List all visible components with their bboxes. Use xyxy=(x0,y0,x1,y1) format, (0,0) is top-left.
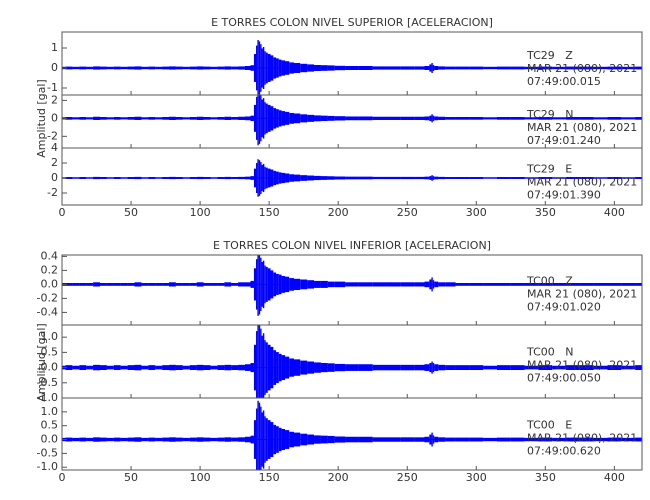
time-label: 07:49:01.390 xyxy=(527,189,601,202)
y-tick-label: 2 xyxy=(51,93,58,106)
y-tick-label: -0.5 xyxy=(37,446,58,459)
amplitude-envelope xyxy=(257,325,259,398)
date-label: MAR 21 (080), 2021 xyxy=(527,359,637,372)
y-tick-label: 2 xyxy=(51,156,58,169)
x-tick-label: 200 xyxy=(328,206,349,219)
x-tick-label: 400 xyxy=(604,471,625,484)
x-tick-label: 100 xyxy=(190,471,211,484)
x-tick-label: 200 xyxy=(328,471,349,484)
y-tick-label: 0 xyxy=(51,61,58,74)
chart-title: E TORRES COLON NIVEL INFERIOR [ACELERACI… xyxy=(213,239,491,252)
y-tick-label: -1.0 xyxy=(37,460,58,473)
y-tick-label: 0 xyxy=(51,171,58,184)
y-tick-label: 1.0 xyxy=(41,330,59,343)
y-tick-label: 0.0 xyxy=(41,361,59,374)
y-tick-label: 0.2 xyxy=(41,263,59,276)
y-tick-label: 0.0 xyxy=(41,277,59,290)
date-label: MAR 21 (080), 2021 xyxy=(527,431,637,444)
x-tick-label: 300 xyxy=(466,206,487,219)
time-label: 07:49:00.620 xyxy=(527,444,601,457)
x-tick-label: 350 xyxy=(535,471,556,484)
y-tick-label: 0 xyxy=(51,111,58,124)
station-label: TC00 Z xyxy=(526,275,573,288)
amplitude-envelope xyxy=(257,400,259,470)
x-tick-label: 50 xyxy=(124,471,138,484)
time-label: 07:49:01.020 xyxy=(527,301,601,314)
x-tick-label: 100 xyxy=(190,206,211,219)
date-label: MAR 21 (080), 2021 xyxy=(527,121,637,134)
x-tick-label: 150 xyxy=(259,471,280,484)
x-tick-label: 0 xyxy=(59,471,66,484)
amplitude-envelope xyxy=(256,331,258,398)
y-tick-label: 0.0 xyxy=(41,433,59,446)
y-tick-label: 0.4 xyxy=(41,249,59,262)
date-label: MAR 21 (080), 2021 xyxy=(527,176,637,189)
station-label: TC29 E xyxy=(526,163,572,176)
y-tick-label: -0.2 xyxy=(37,291,58,304)
x-tick-label: 300 xyxy=(466,471,487,484)
station-label: TC29 N xyxy=(526,108,573,121)
amplitude-envelope xyxy=(257,255,259,316)
chart-title: E TORRES COLON NIVEL SUPERIOR [ACELERACI… xyxy=(211,16,493,29)
amplitude-envelope xyxy=(258,95,261,144)
time-label: 07:49:00.015 xyxy=(527,75,601,88)
amplitude-envelope xyxy=(261,335,263,398)
y-tick-label: -0.4 xyxy=(37,305,58,318)
x-tick-label: 350 xyxy=(535,206,556,219)
amplitude-envelope xyxy=(260,328,262,398)
panel-frame xyxy=(61,147,643,206)
y-tick-label: 0.5 xyxy=(41,345,59,358)
y-tick-label: 0.5 xyxy=(41,419,59,432)
amplitude-envelope xyxy=(258,402,261,470)
x-tick-label: 400 xyxy=(604,206,625,219)
amplitude-envelope xyxy=(260,406,262,470)
y-tick-label: -2 xyxy=(47,129,58,142)
y-tick-label: 4 xyxy=(51,141,58,154)
y-axis-label: Amplitud [gal] xyxy=(35,323,48,401)
y-tick-label: -1.0 xyxy=(37,391,58,404)
y-tick-label: 1.0 xyxy=(41,405,59,418)
x-tick-label: 50 xyxy=(124,206,138,219)
y-axis-label: Amplitud [gal] xyxy=(35,79,48,157)
time-label: 07:49:00.050 xyxy=(527,372,601,385)
x-tick-label: 250 xyxy=(397,471,418,484)
y-tick-label: -0.5 xyxy=(37,376,58,389)
amplitude-envelope xyxy=(262,333,265,398)
y-tick-label: -1 xyxy=(47,81,58,94)
y-tick-label: -2 xyxy=(47,186,58,199)
x-tick-label: 250 xyxy=(397,206,418,219)
date-label: MAR 21 (080), 2021 xyxy=(527,288,637,301)
time-label: 07:49:01.240 xyxy=(527,134,601,147)
x-tick-label: 0 xyxy=(59,206,66,219)
amplitude-envelope xyxy=(258,325,261,398)
station-label: TC00 N xyxy=(526,346,573,359)
station-label: TC29 Z xyxy=(526,49,573,62)
x-tick-label: 150 xyxy=(259,206,280,219)
station-label: TC00 E xyxy=(526,418,572,431)
panel-frame xyxy=(61,397,643,471)
amplitude-envelope xyxy=(257,95,259,146)
y-tick-label: 1 xyxy=(51,41,58,54)
date-label: MAR 21 (080), 2021 xyxy=(527,62,637,75)
